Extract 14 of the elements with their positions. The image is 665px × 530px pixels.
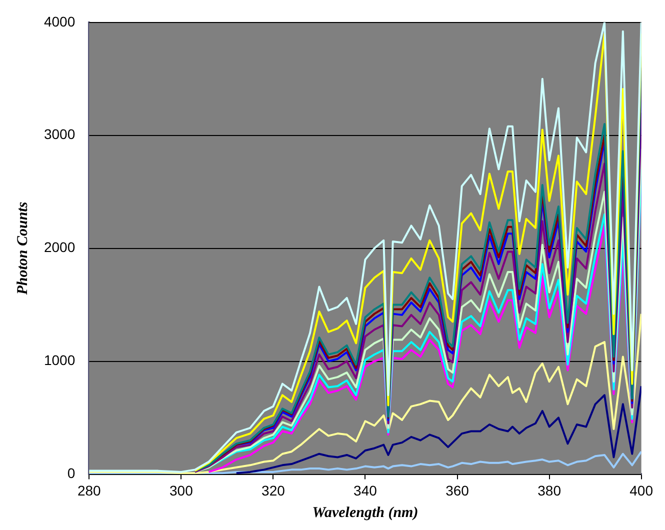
y-axis-title: Photon Counts <box>14 202 31 295</box>
y-tick-label: 4000 <box>44 13 76 30</box>
x-tick-label: 320 <box>262 482 286 498</box>
x-tick-label: 280 <box>77 482 102 498</box>
y-tick-label: 3000 <box>44 126 76 142</box>
x-tick-label: 340 <box>354 482 378 498</box>
x-tick-label: 380 <box>538 482 562 498</box>
x-axis-title: Wavelength (nm) <box>312 504 418 521</box>
x-tick-label: 400 <box>630 482 654 498</box>
y-tick-label: 0 <box>67 465 76 482</box>
y-tick-label: 1000 <box>44 352 76 368</box>
y-tick-label: 2000 <box>44 239 76 256</box>
x-tick-label: 300 <box>169 482 194 498</box>
x-tick-label: 360 <box>446 482 470 498</box>
